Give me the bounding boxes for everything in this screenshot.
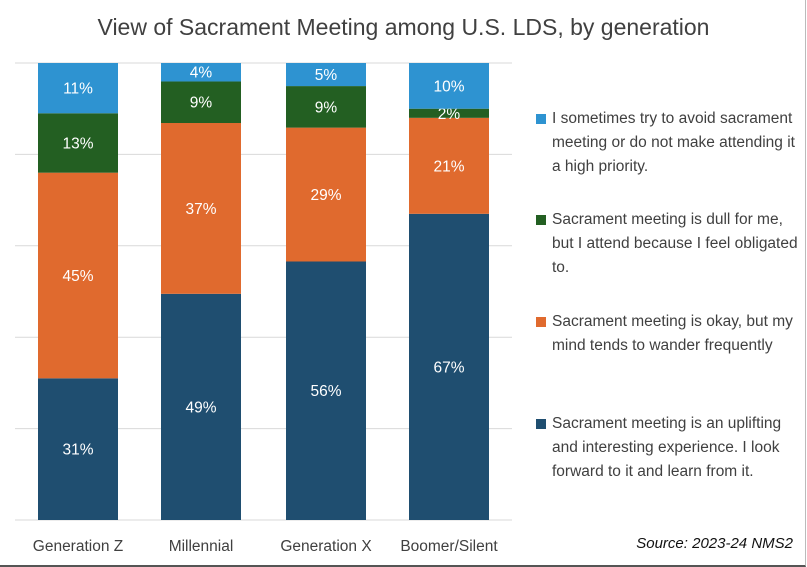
legend-swatch	[536, 419, 546, 429]
bar-segment	[286, 86, 366, 128]
data-label: 2%	[438, 106, 461, 123]
bar-segment	[286, 261, 366, 520]
legend-item-avoid: I sometimes try to avoid sacrament meeti…	[536, 107, 806, 179]
data-label: 31%	[62, 442, 93, 459]
bar-segment	[38, 378, 118, 520]
data-label: 37%	[185, 201, 216, 218]
data-label: 9%	[315, 99, 338, 116]
legend-label: I sometimes try to avoid sacrament meeti…	[552, 110, 795, 175]
data-label: 21%	[433, 158, 464, 175]
bar-segment	[409, 117, 489, 214]
x-tick-label: Generation X	[280, 538, 372, 555]
bar-segment	[286, 63, 366, 87]
legend-label: Sacrament meeting is dull for me, but I …	[552, 211, 798, 276]
bar-segment	[38, 172, 118, 379]
legend-item-dull: Sacrament meeting is dull for me, but I …	[536, 208, 806, 280]
bar-segment	[38, 63, 118, 114]
legend-label: Sacrament meeting is okay, but my mind t…	[552, 313, 793, 354]
bar-segment	[161, 293, 241, 520]
data-label: 45%	[62, 268, 93, 285]
legend-swatch	[536, 114, 546, 124]
x-tick-label: Millennial	[169, 538, 234, 555]
data-label: 49%	[185, 399, 216, 416]
bar-segment	[161, 63, 241, 82]
data-label: 56%	[310, 383, 341, 400]
bar-segment	[409, 108, 489, 118]
bar-segment	[286, 127, 366, 262]
bar-segment	[38, 113, 118, 173]
legend-item-uplifting: Sacrament meeting is an uplifting and in…	[536, 412, 806, 484]
legend-swatch	[536, 215, 546, 225]
data-label: 29%	[310, 187, 341, 204]
legend-item-okay: Sacrament meeting is okay, but my mind t…	[536, 310, 806, 358]
data-label: 9%	[190, 95, 213, 112]
bar-segment	[409, 63, 489, 109]
bar-segment	[409, 213, 489, 520]
x-tick-label: Generation Z	[33, 538, 123, 555]
data-label: 13%	[62, 135, 93, 152]
data-label: 4%	[190, 65, 213, 82]
legend-label: Sacrament meeting is an uplifting and in…	[552, 415, 782, 480]
source-note: Source: 2023-24 NMS2	[636, 535, 793, 552]
chart-title: View of Sacrament Meeting among U.S. LDS…	[97, 14, 710, 40]
bar-segment	[161, 123, 241, 294]
data-label: 11%	[63, 81, 93, 98]
x-tick-label: Boomer/Silent	[400, 538, 498, 555]
data-label: 5%	[315, 67, 338, 84]
bar-segment	[161, 81, 241, 124]
data-label: 67%	[433, 359, 464, 376]
legend-swatch	[536, 317, 546, 327]
data-label: 10%	[433, 78, 464, 95]
